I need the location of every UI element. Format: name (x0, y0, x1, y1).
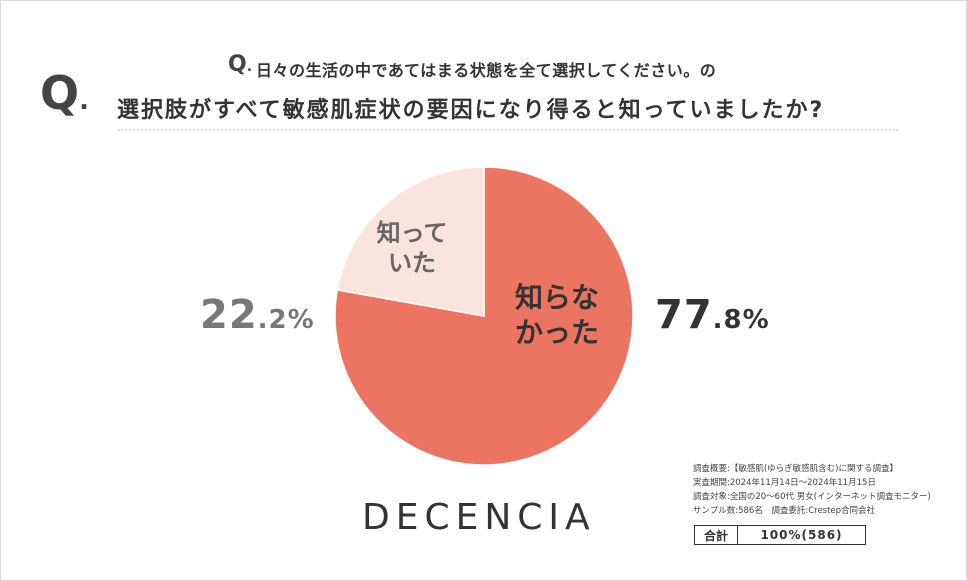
total-value: 100%(586) (760, 528, 843, 542)
total-label: 合計 (695, 526, 738, 544)
slice-label-didnt-know-line2: かった (514, 316, 599, 349)
question-title-line1: 日々の生活の中であてはまる状態を全て選択してください。の (256, 61, 717, 80)
slice-label-didnt-know: 知らな かった (502, 280, 612, 350)
question-title-line2: 選択肢がすべて敏感肌症状の要因になり得ると知っていましたか? (117, 98, 825, 123)
survey-line-summary: 調査概要:【敏感肌(ゆらぎ敏感肌含む)に関する調査】 (693, 464, 898, 474)
title-divider (118, 129, 898, 131)
survey-overview: 調査概要:【敏感肌(ゆらぎ敏感肌含む)に関する調査】 実査期間:2024年11月… (693, 462, 931, 518)
slice-label-knew-line2: いた (388, 249, 436, 277)
survey-line-period: 実査期間:2024年11月14日〜2024年11月15日 (693, 478, 876, 488)
percent-knew: 22.2% (200, 292, 315, 338)
question-mark-large: Q. (40, 66, 89, 120)
pie-slice-knew (336, 166, 485, 317)
brand-logo: DECENCIA (362, 497, 596, 538)
survey-line-target: 調査対象:全国の20〜60代 男女(インターネット調査モニター) (693, 492, 931, 502)
question-mark-small: Q. (228, 52, 253, 77)
survey-line-sample: サンプル数:586名 調査委託:Crestep合同会社 (693, 506, 876, 516)
percent-didnt-know: 77.8% (655, 292, 770, 338)
slice-label-knew-line1: 知って (376, 219, 448, 247)
total-table: 合計 100%(586) (694, 525, 866, 545)
slice-label-knew: 知って いた (372, 218, 452, 278)
slice-label-didnt-know-line1: 知らな (514, 281, 599, 314)
